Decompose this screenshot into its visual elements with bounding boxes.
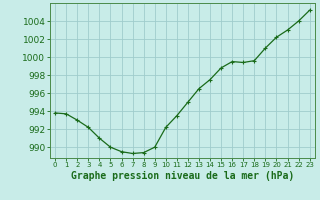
X-axis label: Graphe pression niveau de la mer (hPa): Graphe pression niveau de la mer (hPa) xyxy=(71,171,294,181)
